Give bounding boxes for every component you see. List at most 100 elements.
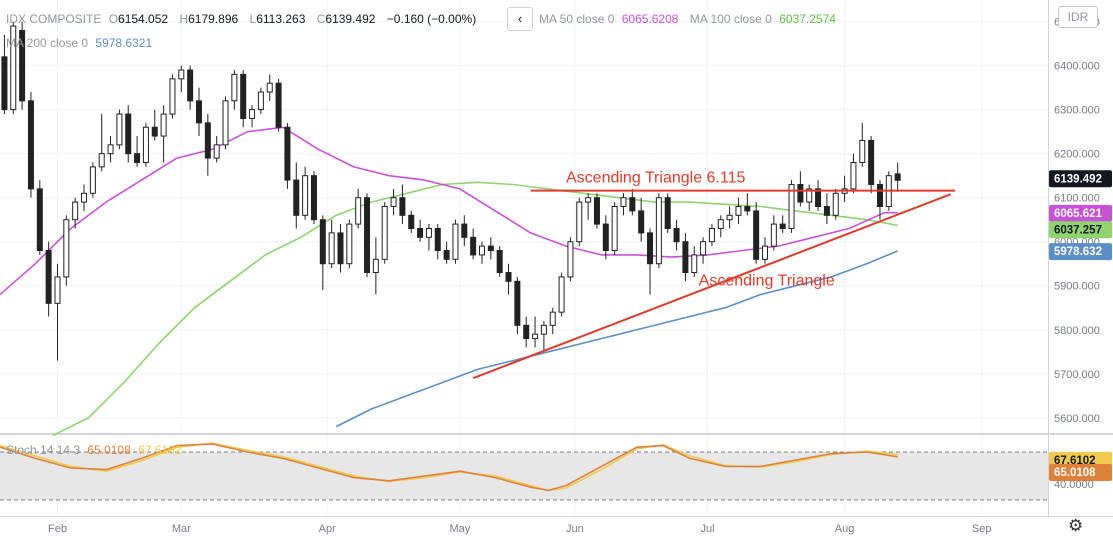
ma200-label[interactable]: MA 200 close 0 bbox=[6, 36, 89, 50]
ma200-legend: MA 200 close 0 5978.6321 bbox=[6, 36, 160, 50]
support-trendline[interactable] bbox=[472, 193, 952, 380]
trendlines[interactable]: Ascending Triangle 6.115 Ascending Triang… bbox=[472, 169, 956, 380]
stoch-label[interactable]: Stoch 14 14 3 bbox=[6, 443, 81, 457]
candle bbox=[708, 224, 715, 247]
candle bbox=[868, 136, 875, 194]
candle bbox=[894, 162, 901, 192]
candle bbox=[735, 197, 742, 225]
candle bbox=[302, 166, 309, 220]
candle bbox=[523, 316, 530, 348]
symbol-name[interactable]: IDX COMPOSITE bbox=[6, 12, 102, 26]
candle-body-up bbox=[620, 197, 627, 207]
candles bbox=[1, 21, 901, 361]
candle bbox=[54, 263, 61, 361]
candle bbox=[417, 219, 424, 242]
candle bbox=[629, 188, 636, 216]
candle-body-up bbox=[540, 324, 547, 335]
candle bbox=[160, 105, 167, 163]
candle bbox=[328, 219, 335, 269]
candle-body-down bbox=[593, 197, 600, 225]
candle-body-up bbox=[222, 100, 229, 146]
candle bbox=[134, 136, 141, 167]
price-tick-label: 6400.000 bbox=[1054, 61, 1100, 73]
candle-body-up bbox=[328, 232, 335, 265]
settings-gear-icon[interactable]: ⚙ bbox=[1068, 516, 1084, 535]
candle bbox=[726, 206, 733, 229]
candle-body-down bbox=[815, 188, 822, 207]
candle bbox=[567, 237, 574, 282]
ma100-value: 6037.2574 bbox=[779, 12, 836, 26]
candle bbox=[98, 114, 105, 172]
candle-body-up bbox=[558, 276, 565, 313]
ma100-label[interactable]: MA 100 close 0 bbox=[689, 12, 772, 26]
candle-body-up bbox=[89, 166, 96, 194]
candle-body-down bbox=[240, 73, 247, 119]
candle-body-down bbox=[195, 100, 202, 124]
candle bbox=[815, 180, 822, 211]
candle bbox=[558, 272, 565, 317]
price-label-ma100-box bbox=[1049, 221, 1112, 239]
candle bbox=[346, 219, 353, 269]
candle bbox=[81, 184, 88, 211]
candle bbox=[540, 320, 547, 352]
candle bbox=[850, 153, 857, 194]
candle bbox=[620, 193, 627, 216]
candle bbox=[151, 109, 158, 141]
candle bbox=[1, 34, 8, 115]
ma50-value: 6065.6208 bbox=[621, 12, 679, 26]
ma200-line bbox=[335, 250, 899, 428]
price-grid bbox=[0, 0, 1048, 516]
stoch-k-value: 65.0108 bbox=[87, 443, 131, 457]
candle bbox=[638, 197, 645, 242]
candle-body-up bbox=[726, 214, 733, 221]
candle-body-down bbox=[682, 241, 689, 274]
time-axis[interactable]: Feb Mar Apr May Jun Jul Aug Sep bbox=[48, 523, 991, 535]
candle bbox=[823, 193, 830, 225]
candle-body-up bbox=[425, 228, 432, 238]
candle-body-down bbox=[443, 250, 450, 260]
time-tick-label: Sep bbox=[972, 523, 992, 535]
candle bbox=[585, 193, 592, 220]
candle bbox=[231, 70, 238, 110]
candle bbox=[655, 193, 662, 269]
stoch-k-line bbox=[0, 443, 898, 492]
candle-body-down bbox=[673, 228, 680, 243]
price-label-ma200-box bbox=[1049, 243, 1112, 261]
price-tick-label: 6300.000 bbox=[1054, 105, 1100, 117]
trendline-label: Ascending Triangle bbox=[699, 273, 835, 290]
candle bbox=[195, 87, 202, 137]
time-tick-label: Aug bbox=[835, 523, 855, 535]
candle bbox=[169, 74, 176, 119]
stoch-axis[interactable]: 40.0000 bbox=[1054, 479, 1094, 491]
candle bbox=[744, 193, 751, 216]
candle bbox=[36, 180, 43, 255]
candle bbox=[425, 224, 432, 251]
candle-body-up bbox=[107, 144, 114, 155]
stoch-k-label-box bbox=[1049, 463, 1112, 481]
legend-collapse-button[interactable]: ‹ bbox=[507, 7, 533, 31]
candle-body-up bbox=[850, 161, 857, 190]
candle-body-up bbox=[832, 192, 839, 216]
stoch-d-value: 67.6102 bbox=[138, 443, 182, 457]
price-label-last_price-box bbox=[1049, 170, 1112, 188]
candle bbox=[284, 122, 291, 189]
candle-body-up bbox=[788, 183, 795, 230]
stoch-tick-label: 40.0000 bbox=[1054, 479, 1094, 491]
ma200-value: 5978.6321 bbox=[95, 36, 153, 50]
candle bbox=[753, 202, 760, 264]
candle bbox=[682, 232, 689, 282]
candle-body-up bbox=[381, 205, 388, 260]
time-tick-label: Feb bbox=[48, 523, 67, 535]
candle bbox=[470, 228, 477, 260]
low-label: L bbox=[249, 12, 257, 26]
candle bbox=[664, 193, 671, 233]
candle bbox=[443, 241, 450, 264]
currency-button[interactable]: IDR bbox=[1058, 6, 1098, 28]
ma50-label[interactable]: MA 50 close 0 bbox=[539, 12, 615, 26]
candle bbox=[611, 202, 618, 255]
candle bbox=[27, 92, 34, 198]
candle-body-down bbox=[744, 205, 751, 212]
candle bbox=[319, 215, 326, 291]
low-value: 6113.263 bbox=[256, 12, 306, 26]
